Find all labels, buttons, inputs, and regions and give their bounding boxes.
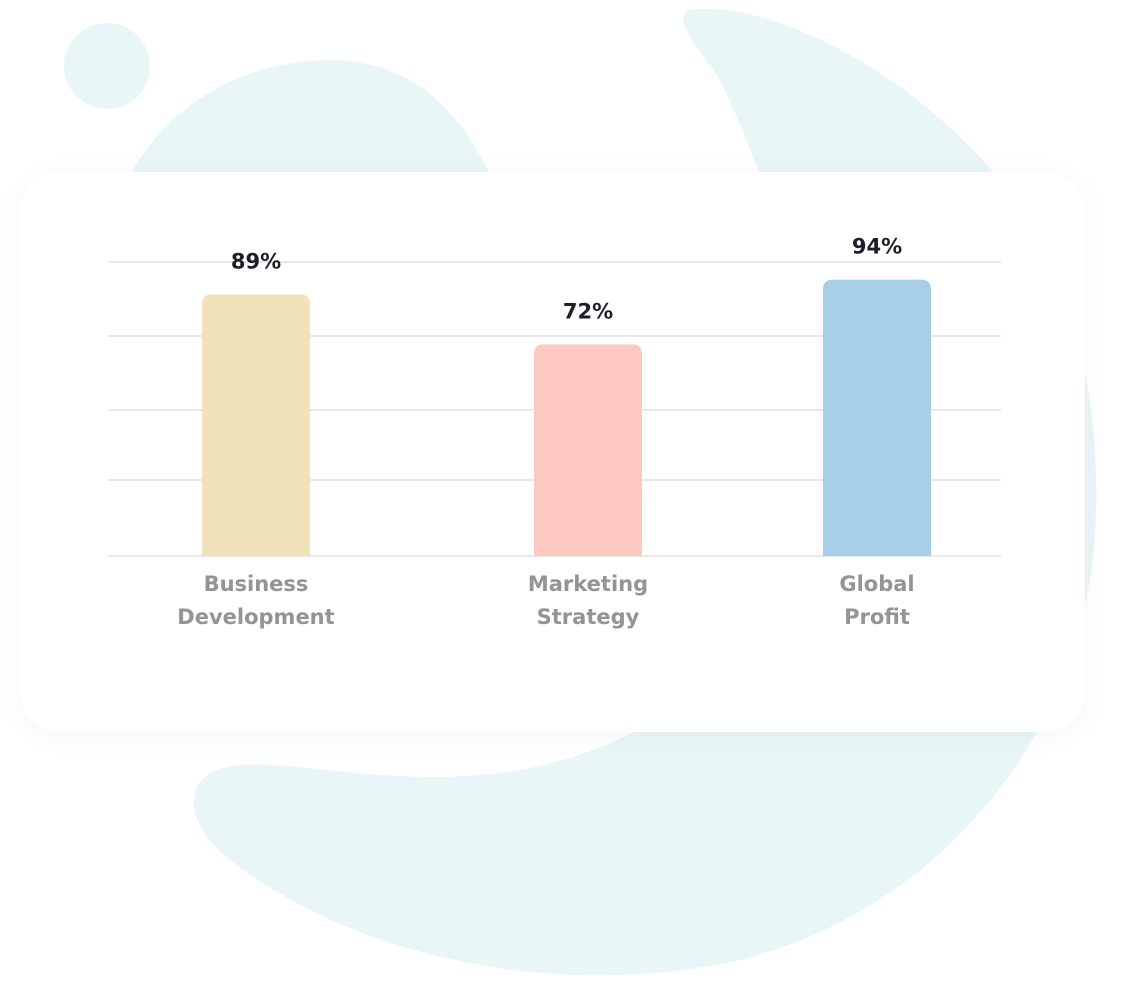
bars <box>202 279 931 556</box>
data-label: 94% <box>852 235 902 259</box>
category-label: Global <box>839 572 914 596</box>
category-label: Strategy <box>537 605 640 629</box>
category-label: Marketing <box>528 572 648 596</box>
labels: 89% Business Development 72% Marketing Strate… <box>177 235 914 629</box>
bar <box>823 279 931 556</box>
category-label: Profit <box>844 605 910 629</box>
bar <box>534 344 642 556</box>
small-background-circle <box>64 23 150 109</box>
category-label: Development <box>177 605 334 629</box>
bar <box>202 294 310 556</box>
data-label: 72% <box>563 299 613 323</box>
background-blob-left <box>130 60 490 175</box>
data-label: 89% <box>231 249 281 273</box>
category-label: Business <box>204 572 309 596</box>
